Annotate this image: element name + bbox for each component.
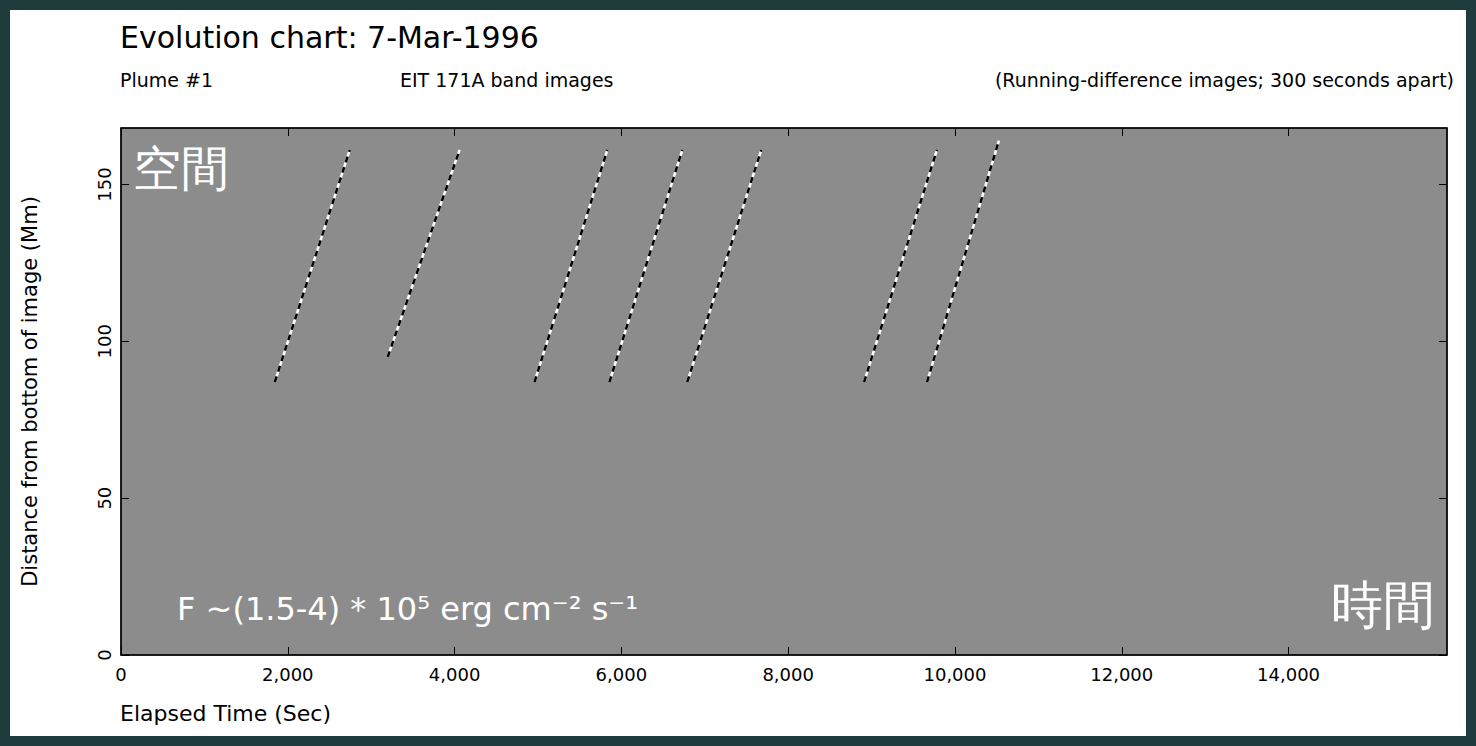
svg-text:空間: 空間 [133,140,229,196]
svg-text:Distance from bottom of image: Distance from bottom of image (Mm) [18,196,42,587]
svg-text:8,000: 8,000 [762,664,814,685]
svg-text:12,000: 12,000 [1090,664,1153,685]
svg-text:14,000: 14,000 [1257,664,1320,685]
svg-text:(Running-difference images; 30: (Running-difference images; 300 seconds … [995,69,1454,91]
svg-text:EIT 171A band images: EIT 171A band images [400,69,613,91]
svg-text:6,000: 6,000 [596,664,648,685]
svg-text:10,000: 10,000 [923,664,986,685]
svg-text:100: 100 [94,324,115,358]
svg-text:50: 50 [94,487,115,510]
svg-text:0: 0 [115,664,126,685]
svg-text:Plume #1: Plume #1 [120,69,213,91]
svg-text:0: 0 [94,649,115,660]
svg-text:2,000: 2,000 [262,664,314,685]
svg-text:150: 150 [94,167,115,201]
svg-text:4,000: 4,000 [429,664,481,685]
svg-text:F ~(1.5-4) * 10⁵ erg cm⁻² s⁻¹: F ~(1.5-4) * 10⁵ erg cm⁻² s⁻¹ [177,590,638,628]
svg-text:時間: 時間 [1331,575,1435,635]
svg-text:Evolution chart: 7-Mar-1996: Evolution chart: 7-Mar-1996 [120,20,539,55]
svg-text:Elapsed Time (Sec): Elapsed Time (Sec) [120,701,331,726]
